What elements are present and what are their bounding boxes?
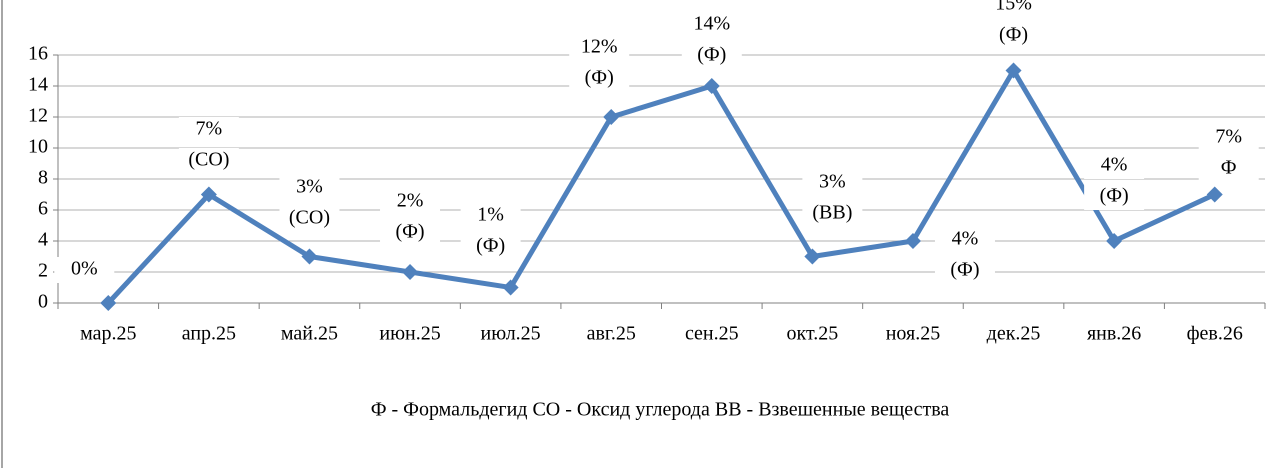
data-label-bg bbox=[802, 201, 863, 227]
data-label-bg bbox=[1084, 184, 1145, 210]
data-label: (Ф) bbox=[950, 259, 979, 281]
y-tick-label: 14 bbox=[28, 74, 48, 96]
data-label-bg bbox=[1084, 153, 1145, 179]
y-tick-label: 2 bbox=[38, 260, 48, 282]
footnote: Ф - Формальдегид СО - Оксид углерода ВВ … bbox=[371, 399, 950, 421]
x-tick-label: ноя.25 bbox=[886, 323, 941, 345]
data-label-bg bbox=[178, 148, 239, 174]
data-label-bg bbox=[569, 66, 630, 92]
x-tick-label: дек.25 bbox=[987, 323, 1041, 345]
data-label: 3% bbox=[819, 171, 846, 193]
data-label-bg bbox=[460, 203, 521, 229]
data-label-bg bbox=[983, 23, 1044, 49]
data-label: Ф bbox=[1221, 157, 1237, 179]
data-label-bg bbox=[1198, 125, 1259, 151]
data-point bbox=[1106, 233, 1123, 249]
data-label-bg bbox=[681, 12, 742, 38]
data-point bbox=[603, 109, 620, 125]
data-label-bg bbox=[279, 175, 340, 201]
data-label-bg bbox=[934, 227, 995, 253]
data-point bbox=[904, 233, 921, 249]
x-tick-label: май.25 bbox=[281, 323, 338, 345]
data-label: (СО) bbox=[289, 207, 330, 229]
data-label: (Ф) bbox=[476, 235, 505, 257]
data-label-bg bbox=[681, 43, 742, 69]
data-label: (ВВ) bbox=[812, 202, 852, 224]
data-label-bg bbox=[380, 189, 441, 215]
data-label: 4% bbox=[952, 228, 979, 250]
data-point bbox=[502, 279, 519, 296]
data-point bbox=[703, 78, 720, 94]
y-tick-label: 4 bbox=[38, 229, 48, 251]
y-tick-label: 0 bbox=[38, 291, 48, 313]
data-label-bg bbox=[460, 234, 521, 260]
data-label: 12% bbox=[581, 36, 618, 58]
data-label: 2% bbox=[397, 190, 424, 212]
data-label-bg bbox=[983, 0, 1044, 18]
data-label-bg bbox=[380, 220, 441, 246]
data-label-bg bbox=[1198, 156, 1259, 182]
data-label-bg bbox=[569, 35, 630, 61]
data-label: 7% bbox=[196, 118, 223, 140]
data-label-bg bbox=[802, 170, 863, 196]
x-tick-label: фев.26 bbox=[1187, 323, 1243, 345]
data-label: 14% bbox=[693, 13, 730, 35]
x-tick-label: янв.26 bbox=[1087, 323, 1141, 345]
x-tick-label: сен.25 bbox=[685, 323, 739, 345]
data-label-bg bbox=[934, 258, 995, 284]
x-tick-label: мар.25 bbox=[80, 323, 136, 345]
y-tick-label: 8 bbox=[38, 167, 48, 189]
data-label-bg bbox=[178, 117, 239, 143]
y-tick-label: 16 bbox=[28, 43, 48, 65]
data-point bbox=[402, 264, 419, 280]
y-tick-label: 10 bbox=[28, 136, 48, 158]
data-label: 1% bbox=[477, 204, 504, 226]
x-tick-label: авг.25 bbox=[587, 323, 636, 345]
data-label: (Ф) bbox=[395, 221, 424, 243]
data-label: (Ф) bbox=[999, 24, 1028, 46]
data-point bbox=[301, 248, 318, 265]
data-point bbox=[1005, 62, 1022, 79]
data-point bbox=[100, 295, 117, 311]
data-label: (Ф) bbox=[585, 67, 614, 89]
data-label-bg bbox=[54, 257, 115, 283]
x-tick-label: апр.25 bbox=[182, 323, 236, 345]
data-point bbox=[804, 248, 821, 265]
data-point bbox=[1206, 186, 1223, 203]
y-tick-label: 12 bbox=[28, 105, 48, 127]
data-label-bg bbox=[279, 206, 340, 232]
data-label: (Ф) bbox=[697, 44, 726, 66]
x-tick-label: июн.25 bbox=[379, 323, 440, 345]
data-label: (СО) bbox=[188, 149, 229, 171]
data-label: (Ф) bbox=[1100, 185, 1129, 207]
x-tick-label: окт.25 bbox=[787, 323, 839, 345]
data-label: 0% bbox=[71, 258, 98, 280]
data-label: 3% bbox=[296, 176, 323, 198]
data-line bbox=[106, 68, 1216, 305]
x-tick-label: июл.25 bbox=[481, 323, 541, 345]
data-label: 15% bbox=[995, 0, 1032, 15]
data-point bbox=[200, 186, 217, 203]
y-tick-label: 6 bbox=[38, 198, 48, 220]
data-label: 7% bbox=[1215, 126, 1242, 148]
data-label: 4% bbox=[1101, 154, 1128, 176]
